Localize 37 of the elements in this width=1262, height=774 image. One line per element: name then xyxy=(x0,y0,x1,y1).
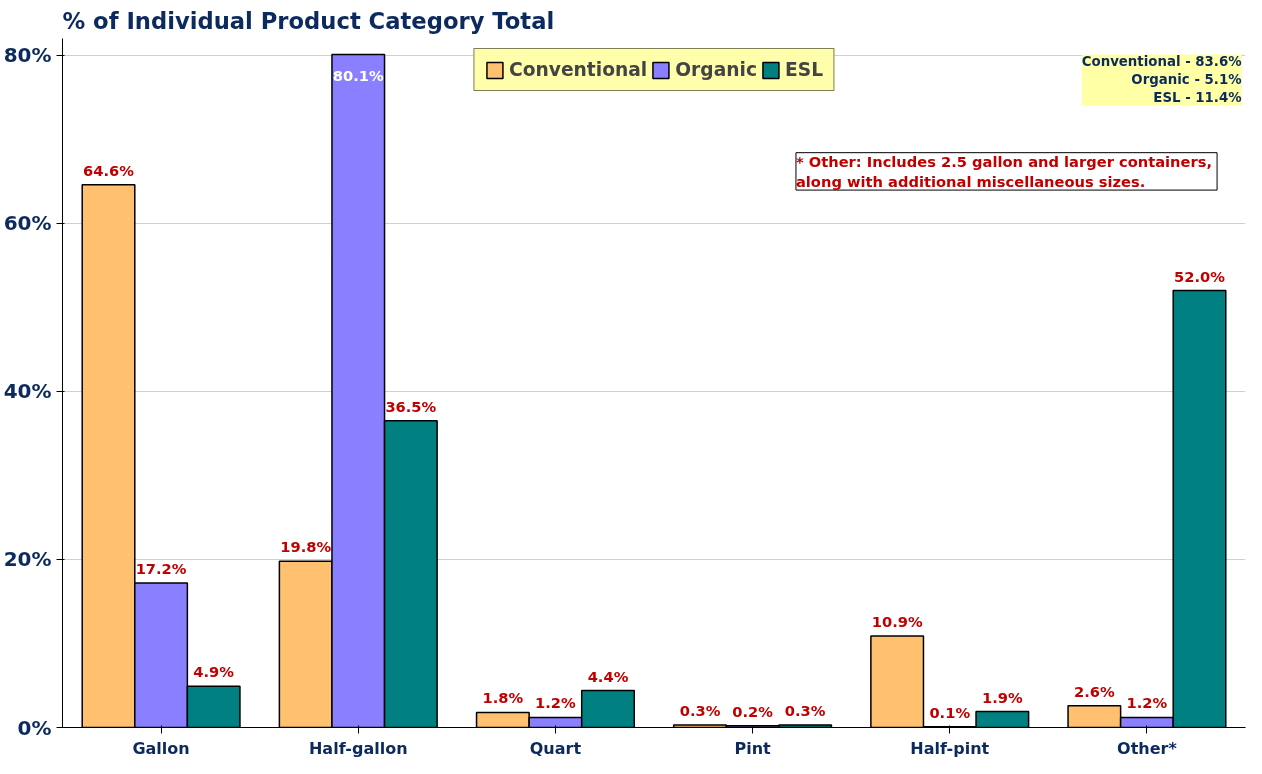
data-label: 1.2% xyxy=(535,694,577,712)
x-tick-label: Other* xyxy=(1117,738,1178,758)
annotation: ESL - 11.4% xyxy=(1153,90,1242,106)
data-label: 4.4% xyxy=(587,667,629,685)
annotation: Conventional - 83.6% xyxy=(1081,54,1242,70)
legend-label: Organic xyxy=(675,59,757,80)
data-label: 0.3% xyxy=(784,701,826,719)
data-label: 80.1% xyxy=(332,67,384,85)
chart-title: % of Individual Product Category Total xyxy=(62,7,555,34)
legend-label: Conventional xyxy=(508,59,648,80)
annotation: * Other: Includes 2.5 gallon and larger containers, along with additional miscellaneous sizes. xyxy=(795,152,1212,191)
data-label: 64.6% xyxy=(83,161,135,179)
data-label: 19.8% xyxy=(280,538,332,556)
y-tick-label: 60% xyxy=(3,211,52,236)
y-tick-label: 40% xyxy=(3,379,52,404)
data-label: 4.9% xyxy=(193,663,235,681)
x-tick-label: Pint xyxy=(734,738,772,758)
y-tick-label: 80% xyxy=(3,43,52,68)
x-tick-label: Half-pint xyxy=(910,738,990,758)
data-label: 1.8% xyxy=(482,689,524,707)
y-tick-label: 0% xyxy=(17,715,52,740)
annotation: Organic - 5.1% xyxy=(1131,72,1242,88)
data-label: 0.1% xyxy=(929,703,971,721)
x-tick-label: Gallon xyxy=(132,738,190,758)
data-label: 1.2% xyxy=(1126,694,1168,712)
data-label: 10.9% xyxy=(871,612,923,630)
x-tick-label: Half-gallon xyxy=(308,738,408,758)
x-tick-label: Quart xyxy=(529,738,582,758)
data-label: 0.3% xyxy=(679,701,721,719)
data-label: 36.5% xyxy=(385,397,437,415)
y-tick-label: 20% xyxy=(3,547,52,572)
data-label: 1.9% xyxy=(982,688,1023,706)
data-label: 0.2% xyxy=(732,702,774,720)
data-label: 52.0% xyxy=(1174,267,1226,285)
data-label: 2.6% xyxy=(1074,682,1115,700)
data-label: 17.2% xyxy=(135,559,187,577)
legend-label: ESL xyxy=(784,59,824,80)
